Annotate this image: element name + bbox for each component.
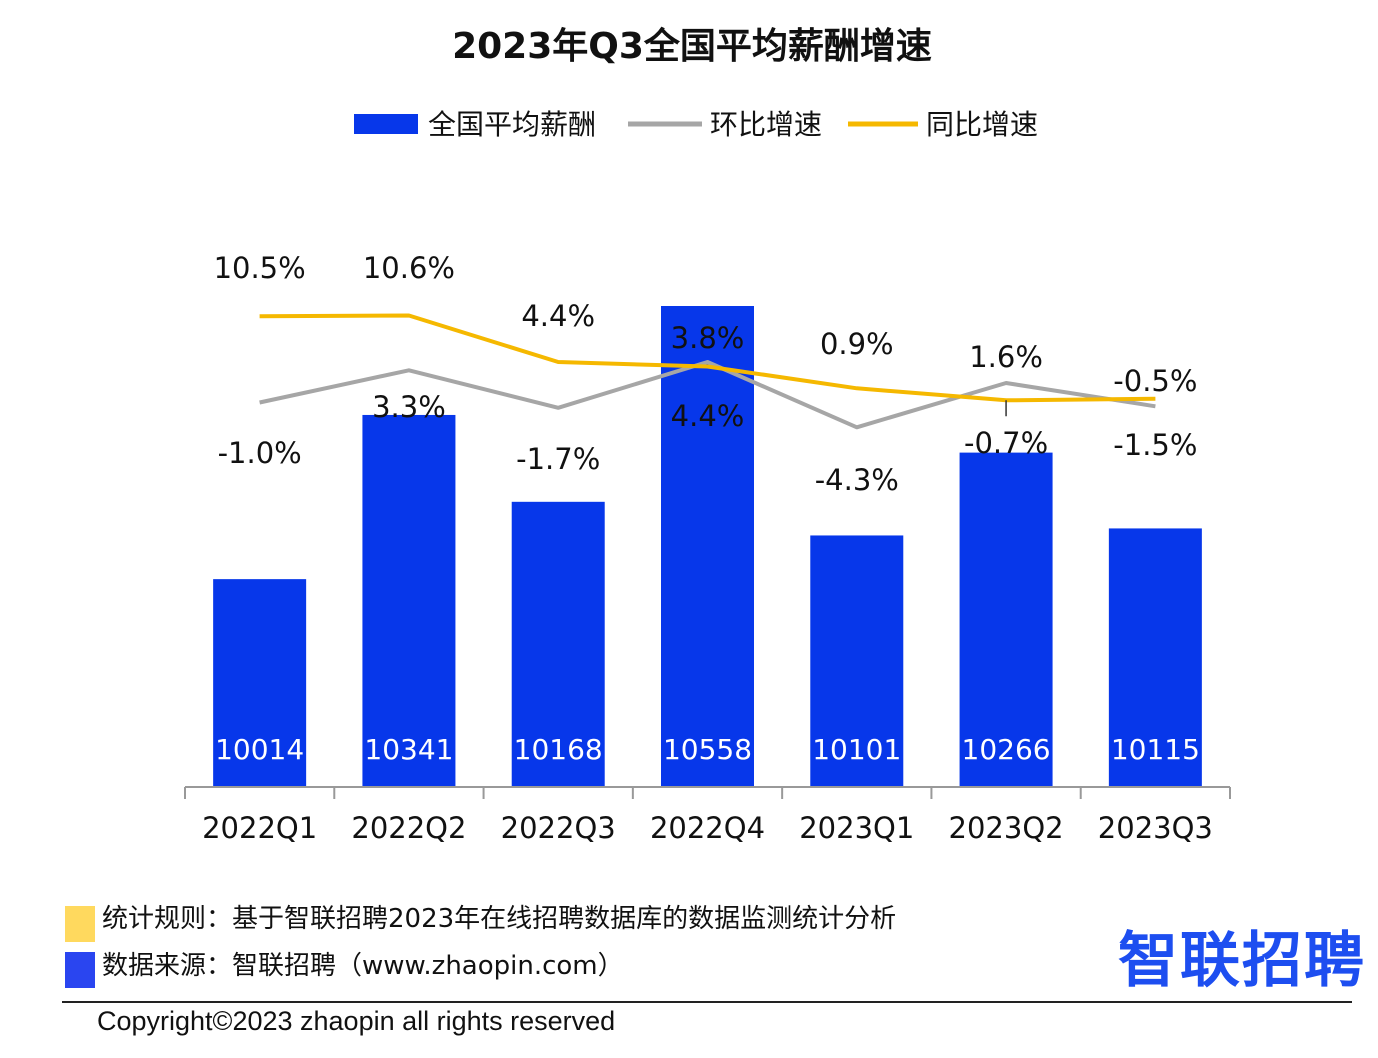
- mom-growth-line: [259, 360, 1156, 430]
- bar-series: [213, 306, 1202, 787]
- bar-value-label: 10266: [962, 733, 1051, 766]
- yoy-data-label: 0.9%: [820, 327, 894, 361]
- line-series: [259, 313, 1156, 430]
- legend-mom-label: 环比增速: [710, 108, 822, 141]
- legend-yoy-label: 同比增速: [926, 108, 1038, 141]
- chart-title: 2023年Q3全国平均薪酬增速: [452, 25, 932, 67]
- x-tick-label: 2022Q4: [650, 811, 765, 845]
- legend-bar-label: 全国平均薪酬: [428, 108, 596, 141]
- x-tick-label: 2022Q2: [351, 811, 466, 845]
- copyright: Copyright©2023 zhaopin all rights reserv…: [97, 1006, 616, 1036]
- bar: [661, 306, 754, 787]
- bar-value-label: 10115: [1111, 733, 1200, 766]
- bar: [810, 535, 904, 787]
- bar: [1108, 528, 1202, 787]
- legend-bar-swatch: [354, 114, 418, 134]
- mom-data-label: 3.3%: [372, 390, 446, 424]
- brand-logo: 智联招聘: [1118, 926, 1366, 996]
- bar: [362, 414, 456, 787]
- yoy-data-label: -0.5%: [1113, 364, 1197, 398]
- bar: [959, 452, 1053, 787]
- bar-value-label: 10168: [514, 733, 603, 766]
- bar-value-label: 10014: [215, 733, 304, 766]
- x-axis: 2022Q1 2022Q2 2022Q3 2022Q4 2023Q1 2023Q2 2023…: [184, 786, 1231, 845]
- x-tick-label: 2023Q3: [1098, 811, 1213, 845]
- source-note-swatch: [65, 952, 95, 988]
- x-tick-label: 2023Q2: [949, 811, 1064, 845]
- data-labels: 10014 10341 10168 10558 10101 10266 10115 10.5%…: [214, 251, 1200, 766]
- mom-data-label: -4.3%: [815, 463, 899, 497]
- mom-data-label: -1.7%: [516, 442, 600, 476]
- bar: [213, 579, 307, 787]
- source-note: 数据来源：智联招聘（www.zhaopin.com）: [102, 951, 624, 981]
- bar-value-label: 10341: [364, 733, 453, 766]
- bar-value-label: 10101: [812, 733, 901, 766]
- bar-value-label: 10558: [663, 733, 752, 766]
- mom-data-label: -1.5%: [1113, 428, 1197, 462]
- yoy-data-label: 10.6%: [363, 251, 455, 285]
- bar: [511, 501, 605, 787]
- yoy-data-label: 3.8%: [671, 321, 745, 355]
- rule-note: 统计规则：基于智联招聘2023年在线招聘数据库的数据监测统计分析: [102, 904, 897, 934]
- x-tick-label: 2023Q1: [799, 811, 914, 845]
- yoy-data-label: 4.4%: [521, 299, 595, 333]
- yoy-data-label: -0.7%: [964, 426, 1048, 460]
- legend: 全国平均薪酬 环比增速 同比增速: [354, 108, 1038, 141]
- mom-data-label: -1.0%: [218, 436, 302, 470]
- mom-data-label: 4.4%: [671, 399, 745, 433]
- x-tick-label: 2022Q3: [501, 811, 616, 845]
- mom-data-label: 1.6%: [969, 340, 1043, 374]
- x-tick-label: 2022Q1: [202, 811, 317, 845]
- rule-note-swatch: [65, 906, 95, 942]
- footer-divider: [62, 1001, 1352, 1003]
- yoy-data-label: 10.5%: [214, 251, 306, 285]
